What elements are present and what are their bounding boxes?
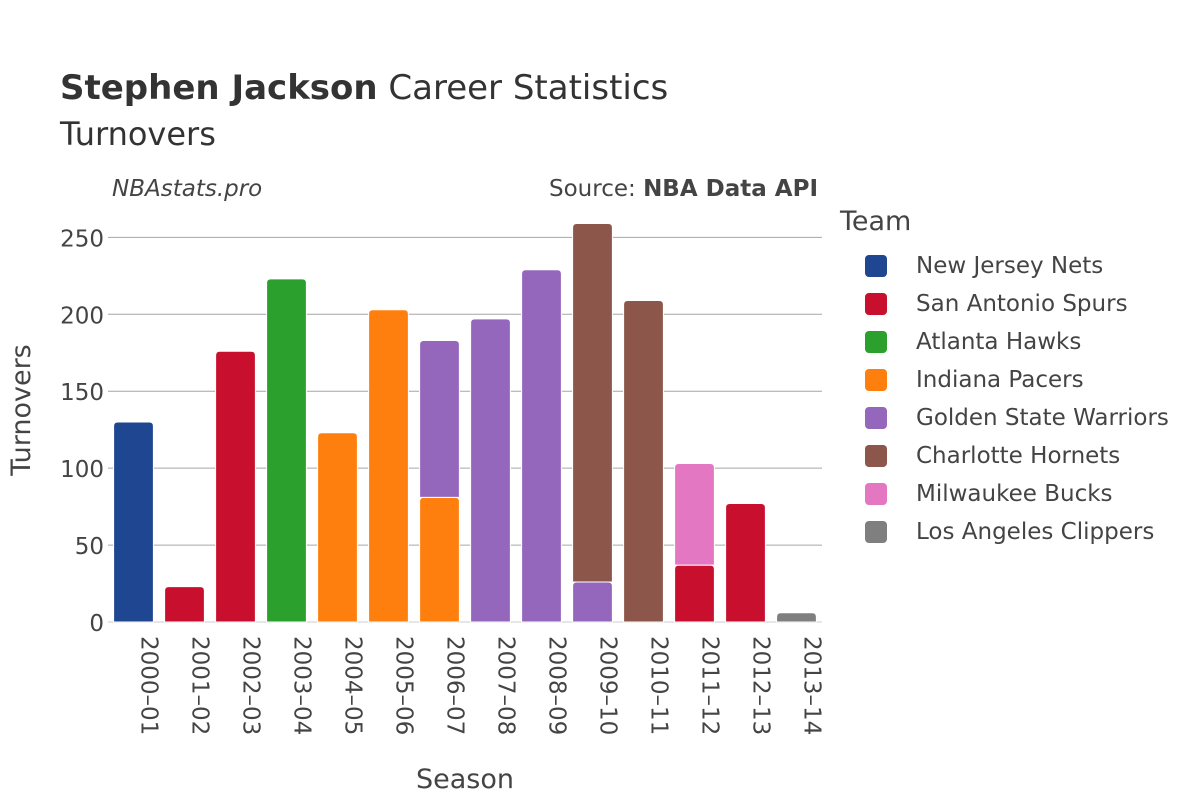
y-tick-label: 250 [60,226,104,252]
legend-items: New Jersey Nets San Antonio Spurs Atlanta … [840,247,1169,551]
bar-segment [572,223,613,583]
y-tick-labels: 0 50 100 150 200 250 [60,226,104,637]
player-name: Stephen Jackson [60,68,378,108]
legend-swatch [865,255,887,277]
bar-segment [776,612,817,623]
bar-segment [113,421,154,623]
legend-swatch [865,407,887,429]
bar-segment [521,269,562,623]
bar-segment [419,339,460,498]
y-tick-label: 0 [89,611,104,637]
x-tick-label: 2001–02 [187,636,213,735]
legend-label: Atlanta Hawks [916,329,1082,355]
bar-segment [674,564,715,623]
x-tick-label: 2010–11 [646,636,672,735]
bar-segment [572,581,613,623]
bar-segment [623,299,664,623]
bar-segment [215,350,256,623]
x-tick-label: 2000–01 [136,636,162,735]
legend-item[interactable]: Los Angeles Clippers [840,513,1169,551]
bar-segment [317,432,358,623]
legend-label: Golden State Warriors [916,405,1169,431]
watermark: NBAstats.pro [112,176,263,202]
legend-swatch [865,331,887,353]
bar-segment [368,309,409,623]
bar-segment [419,496,460,623]
legend-item[interactable]: San Antonio Spurs [840,285,1169,323]
legend-item[interactable]: New Jersey Nets [840,247,1169,285]
legend-swatch [865,293,887,315]
source-prefix: Source: [549,176,644,202]
bars [113,223,817,623]
legend-swatch [865,369,887,391]
bar-segment [674,463,715,566]
source-credit: Source: NBA Data API [470,176,818,202]
x-tick-label: 2004–05 [340,636,366,735]
title-suffix: Career Statistics [377,68,669,108]
legend-swatch [865,521,887,543]
chart-subtitle: Turnovers [60,115,216,153]
bar-segment [164,586,205,623]
x-tick-label: 2012–13 [748,636,774,735]
x-tick-label: 2013–14 [799,636,825,735]
legend-title: Team [840,206,912,237]
bar-segment [266,278,307,623]
legend: Team New Jersey Nets San Antonio Spurs Atl… [840,206,1169,551]
y-tick-label: 50 [75,534,104,560]
legend-item[interactable]: Charlotte Hornets [840,437,1169,475]
legend-item[interactable]: Indiana Pacers [840,361,1169,399]
x-tick-label: 2005–06 [391,636,417,735]
legend-label: Milwaukee Bucks [916,481,1113,507]
y-axis-label: Turnovers [6,344,37,477]
x-tick-label: 2009–10 [595,636,621,735]
x-tick-label: 2002–03 [238,636,264,735]
legend-item[interactable]: Milwaukee Bucks [840,475,1169,513]
x-tick-labels: 2000–01 2001–02 2002–03 2003–04 2004–05 2005–… [136,636,825,735]
legend-label: New Jersey Nets [916,253,1104,279]
x-tick-label: 2008–09 [544,636,570,735]
legend-item[interactable]: Golden State Warriors [840,399,1169,437]
legend-item[interactable]: Atlanta Hawks [840,323,1169,361]
x-axis-label: Season [416,764,514,795]
chart-title: Stephen Jackson Career Statistics [60,66,668,110]
x-tick-label: 2011–12 [697,636,723,735]
x-tick-label: 2007–08 [493,636,519,735]
legend-label: Charlotte Hornets [916,443,1121,469]
y-tick-label: 200 [60,303,104,329]
x-tick-label: 2003–04 [289,636,315,735]
gridlines [108,236,822,623]
legend-swatch [865,445,887,467]
legend-label: Indiana Pacers [916,367,1084,393]
x-tick-label: 2006–07 [442,636,468,735]
bar-segment [725,503,766,623]
y-tick-label: 150 [60,380,104,406]
y-tick-label: 100 [60,457,104,483]
legend-label: San Antonio Spurs [916,291,1128,317]
source-name: NBA Data API [643,176,818,202]
bar-segment [470,318,511,623]
legend-swatch [865,483,887,505]
legend-label: Los Angeles Clippers [916,519,1155,545]
